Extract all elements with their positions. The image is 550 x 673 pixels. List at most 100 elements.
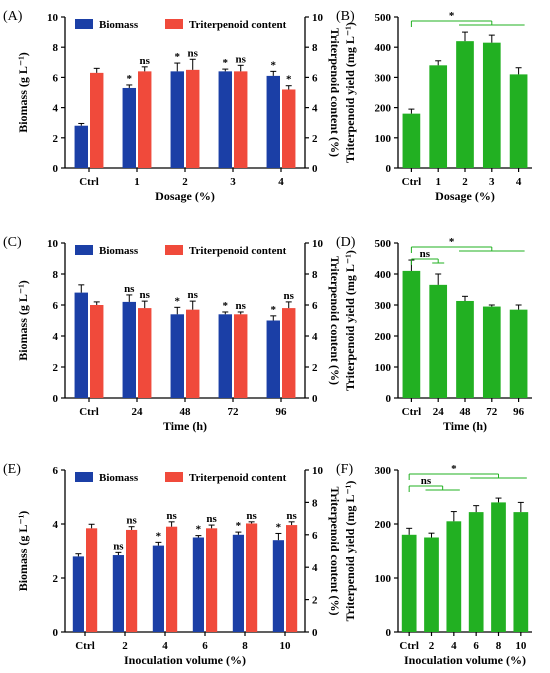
bar-biomass	[266, 320, 280, 398]
y2-tick-label: 2	[312, 133, 318, 145]
y2-tick-label: 10	[312, 238, 324, 250]
bar-triterpenoid	[246, 523, 258, 632]
bar-biomass	[170, 71, 184, 168]
bar-yield	[402, 113, 421, 168]
y-tick-label: 200	[375, 331, 392, 343]
y-tick-label: 2	[53, 573, 59, 585]
y-tick-label: 6	[53, 465, 59, 477]
bar-biomass	[272, 540, 284, 632]
legend-swatch-triterpenoid	[165, 19, 183, 29]
bar-yield	[424, 537, 439, 632]
x-tick-label: 96	[276, 406, 288, 418]
bar-triterpenoid	[90, 305, 104, 398]
y-tick-label: 100	[375, 133, 392, 145]
bar-yield	[509, 309, 528, 398]
x-tick-label: 2	[429, 640, 435, 652]
legend-label-triterpenoid: Triterpenoid content	[189, 19, 287, 31]
y-axis-title: Triterpenoid yield (mg L⁻¹)	[343, 22, 357, 163]
legend-label-triterpenoid: Triterpenoid content	[189, 245, 287, 257]
y-tick-label: 0	[386, 163, 392, 175]
y-tick-label: 10	[47, 12, 59, 24]
x-tick-label: 48	[180, 406, 192, 418]
bar-biomass	[152, 545, 164, 632]
legend-label-biomass: Biomass	[99, 472, 139, 484]
y2-axis-title: Triterpenoid content (%)	[328, 28, 342, 157]
significance-label: *	[271, 304, 277, 316]
x-tick-label: 4	[516, 176, 522, 188]
bar-biomass	[112, 555, 124, 632]
x-tick-label: Ctrl	[399, 640, 419, 652]
y-tick-label: 2	[53, 133, 59, 145]
panel-label: (D)	[336, 235, 356, 250]
y2-tick-label: 10	[312, 465, 324, 477]
x-tick-label: 8	[242, 640, 248, 652]
x-tick-label: 2	[462, 176, 468, 188]
y2-axis-title: Triterpenoid content (%)	[328, 486, 342, 615]
x-tick-label: 24	[132, 406, 144, 418]
bar-triterpenoid	[138, 71, 152, 168]
y-tick-label: 2	[53, 362, 59, 374]
x-tick-label: 72	[228, 406, 240, 418]
y2-tick-label: 2	[312, 362, 318, 374]
bar-biomass	[74, 292, 88, 398]
bar-yield	[482, 306, 501, 398]
legend-label-biomass: Biomass	[99, 245, 139, 257]
x-axis-title: Dosage (%)	[435, 189, 495, 203]
bar-yield	[429, 65, 448, 168]
panel-label: (C)	[3, 235, 22, 250]
x-axis-title: Inoculation volume (%)	[124, 653, 246, 667]
y2-tick-label: 6	[312, 300, 318, 312]
y-tick-label: 300	[375, 465, 392, 477]
x-tick-label: 4	[278, 176, 284, 188]
bar-yield	[509, 74, 528, 168]
panel-label: (A)	[3, 9, 23, 24]
x-tick-label: Ctrl	[79, 406, 99, 418]
bar-biomass	[266, 75, 280, 168]
y-tick-label: 300	[375, 72, 392, 84]
significance-label: ns	[188, 289, 199, 301]
x-tick-label: 3	[489, 176, 495, 188]
bar-triterpenoid	[90, 72, 104, 168]
x-tick-label: Ctrl	[79, 176, 99, 188]
chart-panel-0: (A) 0 2 4 6 8 10 0 2 4 6 8 10 Ctrl 1 2 3 4 Dosage (%) Bioma…	[3, 9, 342, 203]
x-tick-label: Ctrl	[75, 640, 95, 652]
bar-biomass	[170, 314, 184, 398]
y-tick-label: 8	[53, 42, 59, 54]
significance-label: *	[449, 10, 455, 22]
x-tick-label: Ctrl	[402, 176, 422, 188]
x-axis-title: Inoculation volume (%)	[404, 653, 526, 667]
bar-yield	[429, 284, 448, 398]
x-tick-label: 2	[182, 176, 188, 188]
bar-triterpenoid	[138, 308, 152, 398]
significance-label: ns	[420, 248, 431, 260]
bar-biomass	[72, 556, 84, 632]
bar-triterpenoid	[86, 528, 98, 632]
chart-panel-4: (E) 0 2 4 6 0 2 4 6 8 10 Ctrl 2 4 6 8 10 Inoculation volu…	[3, 462, 342, 667]
significance-label: *	[175, 51, 181, 63]
significance-label: ns	[140, 55, 151, 67]
x-tick-label: 48	[460, 406, 472, 418]
significance-label: ns	[188, 47, 199, 59]
significance-label: ns	[140, 289, 151, 301]
y-axis-title: Biomass (g L⁻¹)	[16, 280, 30, 361]
y2-tick-label: 6	[312, 530, 318, 542]
significance-label: *	[175, 295, 181, 307]
bar-yield	[402, 270, 421, 398]
significance-label: *	[223, 300, 229, 312]
bar-biomass	[218, 71, 232, 168]
y-tick-label: 0	[53, 627, 59, 639]
legend-swatch-triterpenoid	[165, 472, 183, 482]
significance-label: *	[449, 236, 455, 248]
bar-yield	[468, 512, 484, 632]
y2-tick-label: 8	[312, 497, 318, 509]
x-tick-label: 10	[280, 640, 292, 652]
legend-swatch-biomass	[75, 472, 93, 482]
bar-biomass	[122, 87, 136, 168]
significance-label: ns	[236, 300, 247, 312]
y-axis-title: Triterpenoid yield (mg L⁻¹)	[343, 250, 357, 391]
x-tick-label: 6	[473, 640, 479, 652]
y-tick-label: 500	[375, 238, 392, 250]
significance-label: *	[127, 73, 133, 85]
y2-axis-title: Triterpenoid content (%)	[328, 256, 342, 385]
